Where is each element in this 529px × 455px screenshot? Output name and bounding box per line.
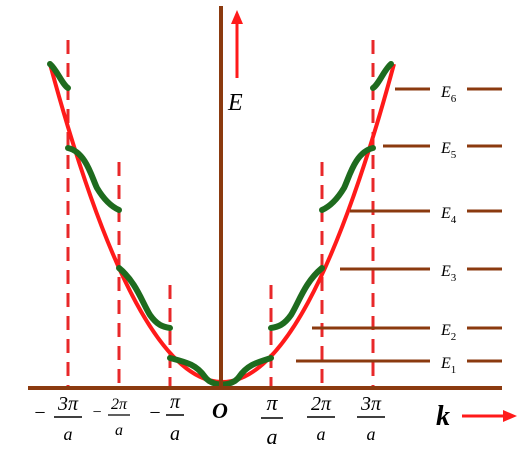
tick-label-3pi-a: 3π a: [357, 393, 385, 444]
k-axis-label: k: [436, 401, 450, 432]
k-tick-labels: − 3π a − 2π a − π a π a 2π: [34, 390, 385, 449]
tick-numerator: π: [266, 390, 278, 415]
tick-denominator: a: [64, 424, 73, 444]
tick-sign: −: [149, 402, 160, 424]
band-2-right-curve: [268, 265, 325, 331]
level-label-e5: E5: [440, 140, 457, 161]
axes: [28, 6, 502, 390]
band-4-left-curve: [47, 61, 71, 91]
tick-label-minus-pi-a: − π a: [149, 391, 184, 445]
tick-denominator: a: [267, 424, 278, 449]
tick-label-pi-a: π a: [261, 390, 283, 449]
tick-denominator: a: [170, 423, 180, 445]
energy-bands: [47, 61, 394, 388]
tick-sign: −: [92, 404, 101, 421]
axis-arrows: [231, 10, 517, 422]
tick-numerator: 3π: [57, 393, 79, 415]
band-3-right-curve: [319, 145, 376, 213]
level-label-e6: E6: [440, 84, 457, 105]
tick-numerator: π: [170, 391, 181, 413]
tick-label-2pi-a: 2π a: [307, 393, 335, 444]
tick-numerator: 2π: [311, 393, 332, 415]
tick-label-minus-2pi-a: − 2π a: [92, 396, 130, 439]
k-arrow-head: [503, 410, 517, 422]
band-3-left-curve: [65, 145, 122, 213]
origin-label: O: [212, 398, 228, 423]
tick-denominator: a: [317, 424, 326, 444]
energy-arrow-head: [231, 10, 243, 24]
level-label-e1: E1: [440, 355, 456, 376]
level-label-e3: E3: [440, 263, 457, 284]
band-4-right-curve: [370, 61, 394, 91]
zone-boundaries: [66, 40, 375, 388]
tick-numerator: 3π: [360, 393, 382, 415]
level-label-e4: E4: [440, 205, 457, 226]
energy-level-labels: E6 E5 E4 E3 E2 E1: [440, 84, 457, 376]
tick-numerator: 2π: [111, 396, 128, 413]
energy-axis-label: E: [227, 90, 243, 116]
tick-sign: −: [34, 402, 45, 424]
tick-denominator: a: [115, 422, 123, 439]
tick-label-minus-3pi-a: − 3π a: [34, 393, 82, 444]
tick-denominator: a: [367, 424, 376, 444]
level-label-e2: E2: [440, 322, 456, 343]
band-2-left-curve: [116, 265, 173, 331]
energy-level-lines: [296, 87, 502, 363]
